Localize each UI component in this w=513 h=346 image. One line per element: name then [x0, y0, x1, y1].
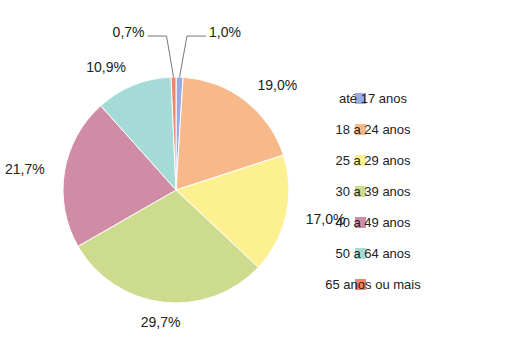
svg-text:18 a 24 anos: 18 a 24 anos: [335, 122, 411, 137]
svg-text:17,0%: 17,0%: [305, 210, 346, 227]
svg-text:0,7%: 0,7%: [113, 24, 145, 40]
svg-text:19,0%: 19,0%: [258, 77, 298, 93]
svg-text:50 a 64 anos: 50 a 64 anos: [335, 246, 411, 261]
svg-text:21,7%: 21,7%: [5, 161, 45, 177]
svg-text:40 a 49 anos: 40 a 49 anos: [335, 215, 411, 230]
svg-text:1,0%: 1,0%: [209, 24, 241, 40]
svg-text:30 a 39 anos: 30 a 39 anos: [335, 184, 411, 199]
svg-text:10,9%: 10,9%: [86, 59, 126, 75]
svg-text:65 anos ou mais: 65 anos ou mais: [325, 277, 421, 292]
svg-text:29,7%: 29,7%: [141, 314, 181, 330]
svg-text:25 a 29 anos: 25 a 29 anos: [335, 153, 411, 168]
svg-text:até 17 anos: até 17 anos: [339, 91, 407, 106]
